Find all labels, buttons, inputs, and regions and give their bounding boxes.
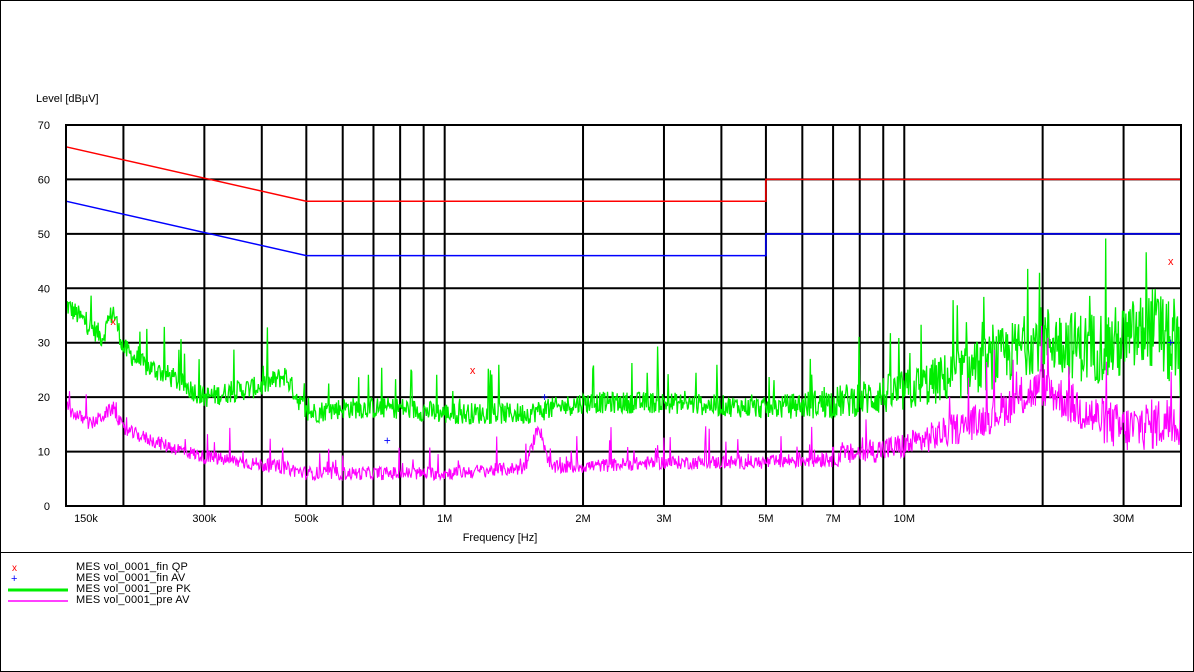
x-tick-label: 500k	[294, 513, 318, 525]
av-marker: +	[541, 390, 548, 404]
x-tick-label: 3M	[656, 513, 671, 525]
emission-chart: Level [dBµV] Frequency [Hz] 0 10 20 30 40 50 6…	[36, 93, 1182, 544]
y-tick-label: 70	[38, 120, 50, 132]
qp-limit-line	[65, 146, 1181, 202]
legend-separator	[0, 552, 1192, 553]
qp-marker: x	[470, 365, 476, 377]
legend-label: MES vol_0001_fin AV	[76, 572, 186, 584]
av-marker: +	[384, 434, 391, 448]
y-tick-label: 40	[38, 283, 50, 295]
legend-label: MES vol_0001_pre PK	[76, 583, 192, 595]
magenta-line-icon	[8, 600, 68, 602]
svg-text:x: x	[12, 563, 17, 573]
green-line-icon	[8, 588, 68, 592]
x-axis-label: Frequency [Hz]	[463, 532, 538, 544]
x-tick-label: 1M	[437, 513, 452, 525]
qp-marker: x	[110, 316, 116, 328]
y-tick-label: 10	[38, 447, 50, 459]
y-tick-label: 60	[38, 174, 50, 186]
x-tick-label: 2M	[575, 513, 590, 525]
qp-marker: x	[1168, 256, 1174, 268]
limit-lines	[65, 146, 1181, 257]
plot-border	[65, 124, 1182, 507]
y-tick-label: 0	[44, 501, 50, 513]
y-tick-label: 30	[38, 338, 50, 350]
legend-label: MES vol_0001_fin QP	[76, 561, 189, 573]
x-tick-label: 30M	[1113, 513, 1134, 525]
x-tick-label: 150k	[74, 513, 98, 525]
svg-text:+: +	[11, 573, 17, 584]
x-tick-labels: 150k 300k 500k 1M 2M 3M 5M 7M 10M 30M	[74, 513, 1134, 525]
blue-plus-marker-icon: +	[11, 573, 17, 584]
traces	[65, 238, 1182, 482]
pre-av-trace	[65, 325, 1182, 482]
grid	[66, 124, 1181, 507]
y-tick-label: 20	[38, 392, 50, 404]
y-tick-labels: 0 10 20 30 40 50 60 70	[38, 120, 50, 513]
av-limit-line	[65, 200, 1181, 257]
y-axis-label: Level [dBµV]	[36, 93, 99, 105]
measurement-markers: x x x + + +	[110, 256, 1174, 448]
av-marker: +	[1167, 336, 1174, 350]
x-tick-label: 7M	[825, 513, 840, 525]
legend-label: MES vol_0001_pre AV	[76, 594, 190, 606]
y-tick-label: 50	[38, 229, 50, 241]
red-x-marker-icon: x	[12, 563, 17, 573]
x-tick-label: 10M	[894, 513, 915, 525]
x-tick-label: 5M	[758, 513, 773, 525]
x-tick-label: 300k	[192, 513, 216, 525]
pre-pk-trace	[65, 238, 1182, 425]
